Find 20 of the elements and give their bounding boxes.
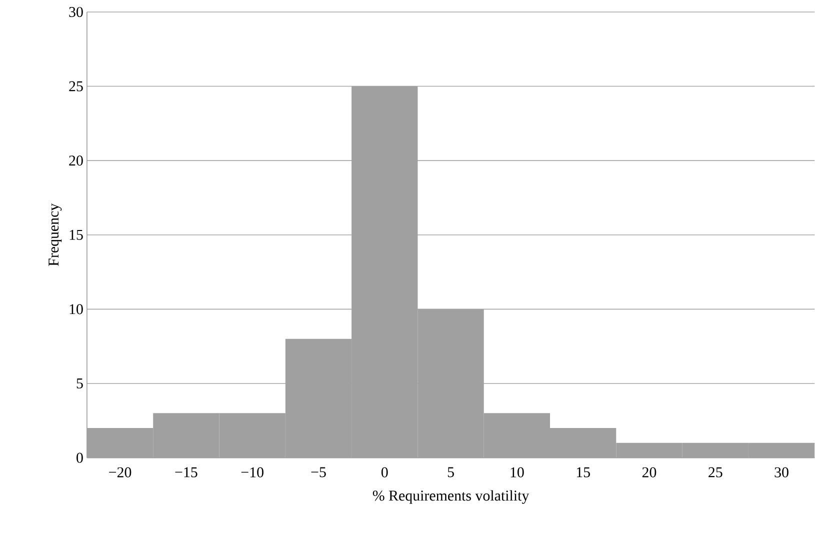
- x-tick-label: −5: [311, 467, 326, 478]
- y-tick-label: 15: [70, 230, 83, 240]
- x-tick-label: 25: [708, 467, 722, 478]
- x-tick-label: 30: [774, 467, 788, 478]
- x-tick-label: 5: [448, 467, 454, 478]
- x-tick-label: 15: [576, 467, 590, 478]
- y-tick-label: 10: [70, 304, 83, 314]
- x-tick-label: −20: [109, 467, 132, 478]
- y-tick-label: 30: [69, 7, 83, 18]
- y-tick-label: 5: [76, 378, 83, 389]
- x-tick-label: −15: [175, 467, 198, 478]
- x-tick-label: −10: [241, 467, 264, 478]
- x-tick-label: 0: [381, 467, 388, 478]
- x-tick-label: 20: [642, 467, 656, 478]
- y-tick-label: 20: [69, 156, 83, 166]
- y-axis-title: Frequency: [48, 204, 62, 266]
- x-tick-label: 10: [510, 467, 524, 478]
- x-axis-title: % Requirements volatility: [372, 490, 530, 504]
- y-tick-label: 25: [69, 81, 83, 92]
- y-tick-label: 0: [76, 452, 83, 463]
